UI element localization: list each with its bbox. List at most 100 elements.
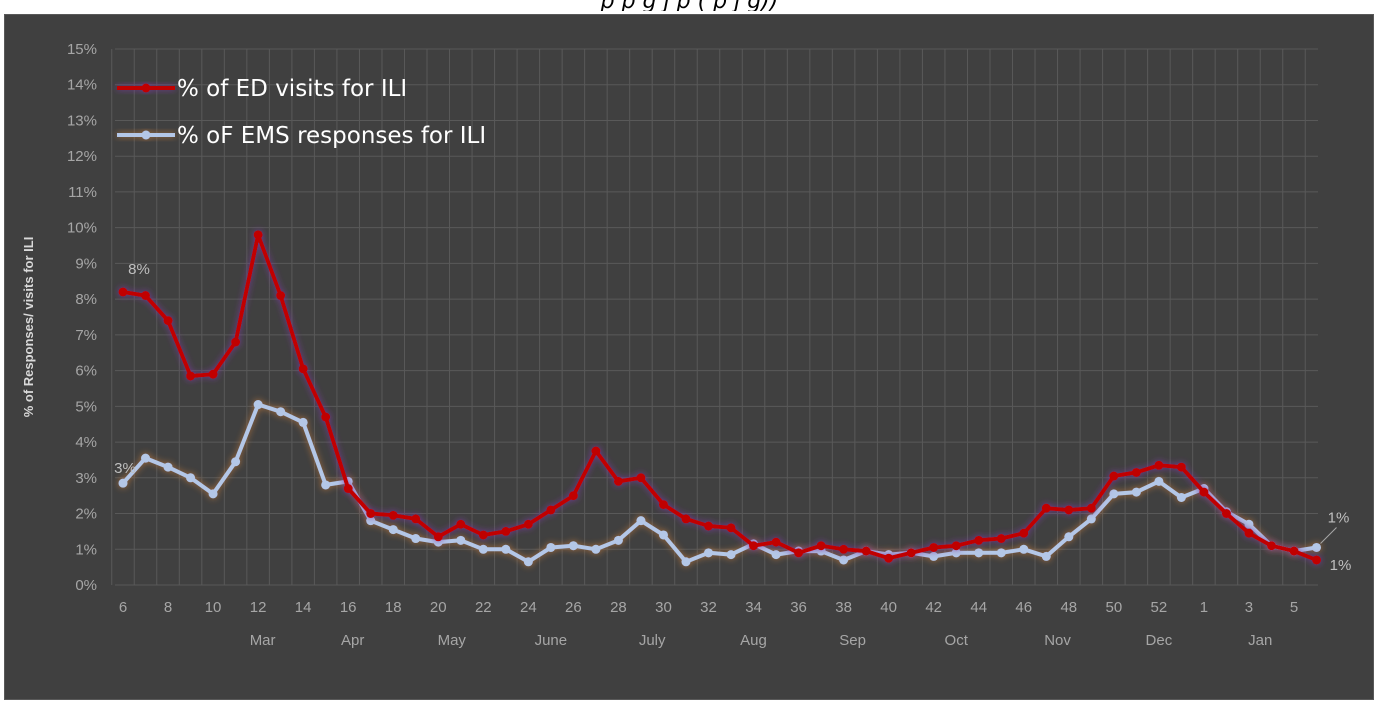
data-point: [1132, 488, 1141, 497]
x-month-label: Jan: [1248, 632, 1272, 649]
y-tick-label: 5%: [75, 398, 97, 415]
data-point: [772, 538, 781, 547]
x-tick-label: 5: [1290, 599, 1298, 616]
x-axis-month-labels: Mar Apr May June July Aug Sep Oct Nov Dec Jan: [250, 632, 1273, 649]
y-tick-label: 7%: [75, 327, 97, 344]
x-tick-label: 18: [385, 599, 402, 616]
y-tick-label: 8%: [75, 291, 97, 308]
x-tick-label: 50: [1106, 599, 1123, 616]
data-point: [907, 548, 916, 557]
data-point: [524, 520, 533, 529]
data-point: [456, 536, 465, 545]
data-point: [186, 371, 195, 380]
data-point: [389, 525, 398, 534]
data-point: [636, 516, 645, 525]
x-tick-label: 20: [430, 599, 447, 616]
data-point: [997, 548, 1006, 557]
y-tick-label: 2%: [75, 506, 97, 523]
x-tick-label: 44: [970, 599, 987, 616]
x-month-label: Aug: [740, 632, 767, 649]
x-tick-label: 34: [745, 599, 762, 616]
ili-line-chart: 0%1%2%3%4%5%6%7%8%9%10%11%12%13%14%15% 6…: [5, 15, 1375, 701]
data-point: [704, 548, 713, 557]
data-point: [1312, 555, 1321, 564]
data-point: [1244, 520, 1253, 529]
data-point: [141, 291, 150, 300]
y-tick-label: 4%: [75, 434, 97, 451]
data-point: [524, 557, 533, 566]
legend-item: [117, 131, 175, 140]
data-point: [1222, 509, 1231, 518]
y-tick-label: 14%: [67, 77, 97, 94]
data-point: [366, 509, 375, 518]
legend: % of ED visits for ILI% oF EMS responses…: [117, 76, 486, 149]
data-point: [929, 543, 938, 552]
data-point: [772, 550, 781, 559]
data-point: [614, 477, 623, 486]
data-point: [1177, 463, 1186, 472]
data-point: [1019, 545, 1028, 554]
data-label: 1%: [1328, 509, 1350, 526]
data-point: [321, 413, 330, 422]
data-point: [1019, 529, 1028, 538]
data-point: [231, 457, 240, 466]
x-tick-label: 10: [205, 599, 222, 616]
y-tick-label: 9%: [75, 255, 97, 272]
data-point: [479, 530, 488, 539]
y-axis-label: % of Responses/ visits for ILI: [21, 237, 36, 418]
x-tick-label: 30: [655, 599, 672, 616]
data-label: 8%: [128, 261, 150, 278]
data-point: [569, 491, 578, 500]
data-point: [839, 545, 848, 554]
y-tick-label: 3%: [75, 470, 97, 487]
data-point: [1064, 532, 1073, 541]
data-point: [456, 520, 465, 529]
x-tick-label: 8: [164, 599, 172, 616]
data-point: [119, 287, 128, 296]
data-point: [794, 548, 803, 557]
data-point: [276, 407, 285, 416]
data-point: [636, 473, 645, 482]
data-point: [591, 447, 600, 456]
data-point: [299, 364, 308, 373]
data-point: [727, 523, 736, 532]
data-point: [862, 547, 871, 556]
x-tick-label: 24: [520, 599, 537, 616]
data-point: [1154, 461, 1163, 470]
y-tick-label: 10%: [67, 220, 97, 237]
x-month-label: Mar: [250, 632, 276, 649]
data-point: [1177, 493, 1186, 502]
x-tick-label: 40: [880, 599, 897, 616]
data-point: [659, 500, 668, 509]
data-point: [1087, 504, 1096, 513]
x-tick-label: 1: [1200, 599, 1208, 616]
data-point: [254, 230, 263, 239]
data-point: [479, 545, 488, 554]
chart-panel: 0% 1% 2% 3% 4% 5% 6% 7% 8% 9% 10% 11% 12% 13% 14% 15% 6…: [4, 14, 1374, 700]
data-point: [254, 400, 263, 409]
x-month-label: Nov: [1044, 632, 1071, 649]
x-tick-label: 32: [700, 599, 717, 616]
data-point: [501, 527, 510, 536]
y-tick-label: 12%: [67, 148, 97, 165]
data-label-leader: [1321, 527, 1337, 543]
data-label: 1%: [1330, 557, 1352, 574]
y-tick-label: 6%: [75, 363, 97, 380]
data-point: [681, 514, 690, 523]
data-point: [546, 505, 555, 514]
y-tick-label: 15%: [67, 41, 97, 58]
data-point: [231, 338, 240, 347]
data-point: [411, 534, 420, 543]
x-month-label: Dec: [1146, 632, 1173, 649]
x-tick-label: 26: [565, 599, 582, 616]
data-point: [1244, 529, 1253, 538]
x-month-label: Oct: [945, 632, 969, 649]
data-point: [817, 541, 826, 550]
data-point: [929, 552, 938, 561]
data-point: [276, 291, 285, 300]
x-tick-label: 16: [340, 599, 357, 616]
x-tick-label: 42: [925, 599, 942, 616]
data-point: [434, 532, 443, 541]
data-point: [164, 316, 173, 325]
data-point: [952, 541, 961, 550]
